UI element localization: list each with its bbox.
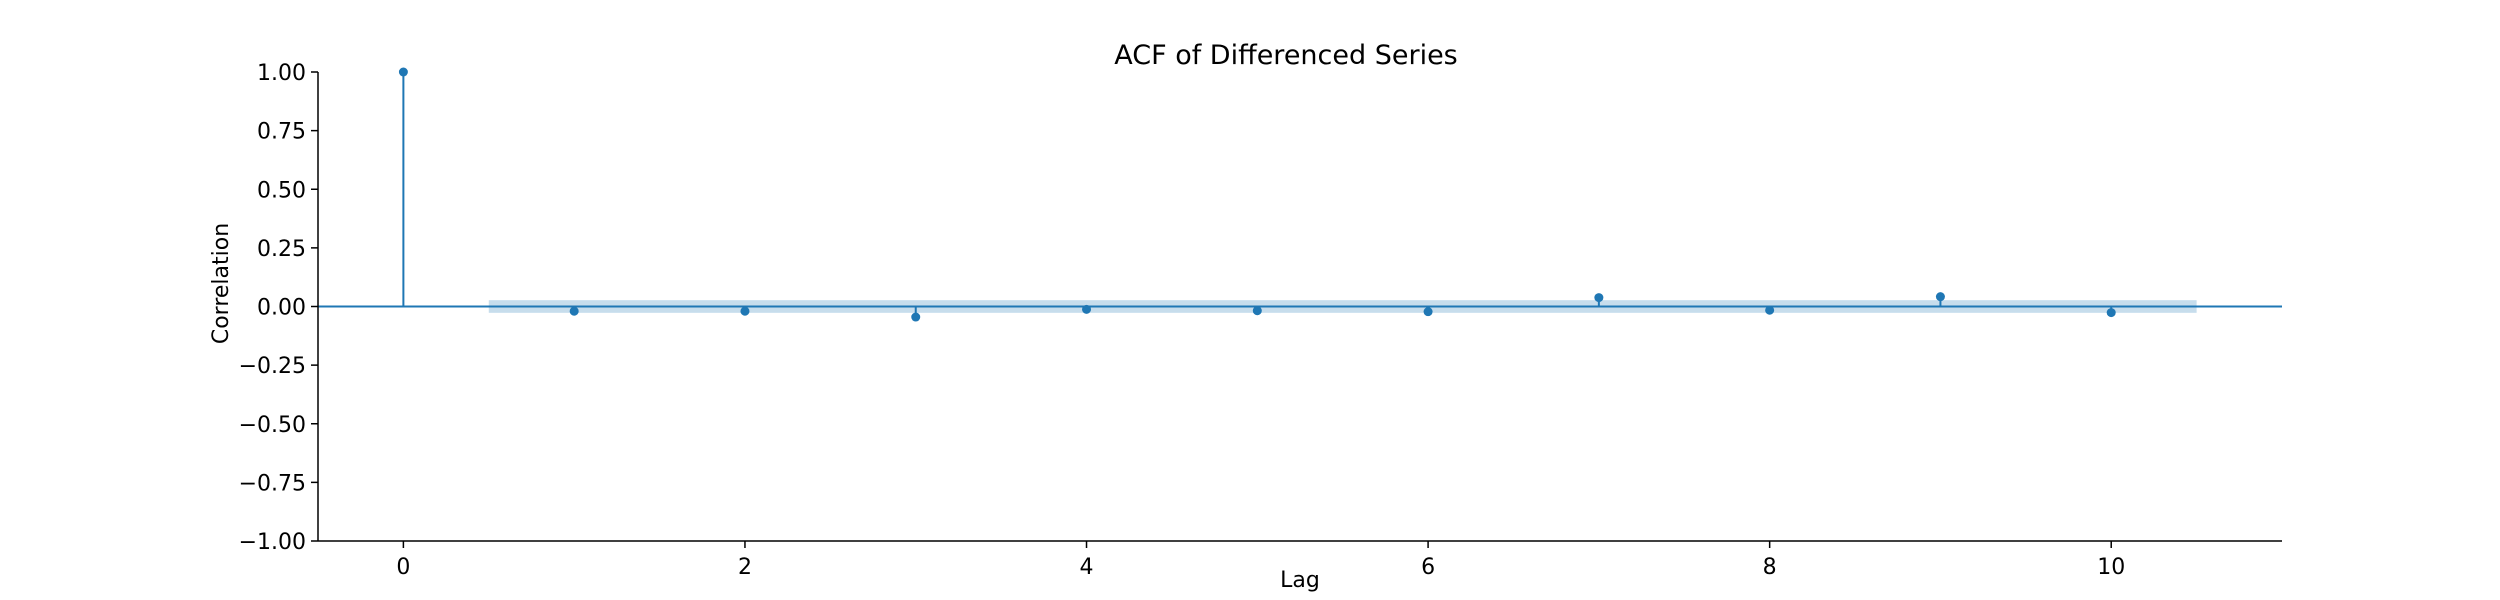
y-tick-label: −0.50 [239, 413, 306, 438]
chart-title: ACF of Differenced Series [1114, 40, 1458, 71]
y-tick-label: −1.00 [239, 530, 306, 555]
acf-point-lag-4 [1082, 304, 1092, 314]
x-tick-label: 6 [1421, 555, 1435, 580]
acf-point-lag-6 [1423, 307, 1433, 317]
acf-point-lag-5 [1252, 306, 1262, 316]
x-tick-label: 10 [2097, 555, 2125, 580]
y-axis-title: Correlation [209, 223, 234, 344]
y-tick-label: 0.00 [257, 296, 306, 321]
acf-point-lag-10 [2106, 308, 2116, 318]
acf-point-lag-8 [1765, 305, 1775, 315]
stem-layer [398, 67, 2116, 322]
acf-point-lag-0 [398, 67, 408, 77]
x-tick-label: 4 [1080, 555, 1094, 580]
x-tick-label: 0 [396, 555, 410, 580]
x-tick-label: 2 [738, 555, 752, 580]
acf-point-lag-3 [911, 312, 921, 322]
y-tick-label: −0.75 [239, 471, 306, 496]
y-tick-label: 0.25 [257, 237, 306, 262]
acf-point-lag-2 [740, 306, 750, 316]
y-tick-label: 1.00 [257, 61, 306, 86]
tick-layer: 1.00 0.75 0.50 0.25 0.00 −0.25 −0.50 −0.75 −1.00… [239, 61, 2126, 580]
y-tick-label: 0.75 [257, 120, 306, 145]
y-tick-label: −0.25 [239, 354, 306, 379]
x-tick-label: 8 [1763, 555, 1777, 580]
y-tick-label: 0.50 [257, 178, 306, 203]
acf-point-lag-9 [1935, 292, 1945, 302]
acf-point-lag-7 [1594, 293, 1604, 303]
x-axis-title: Lag [1280, 568, 1320, 593]
acf-point-lag-1 [569, 306, 579, 316]
